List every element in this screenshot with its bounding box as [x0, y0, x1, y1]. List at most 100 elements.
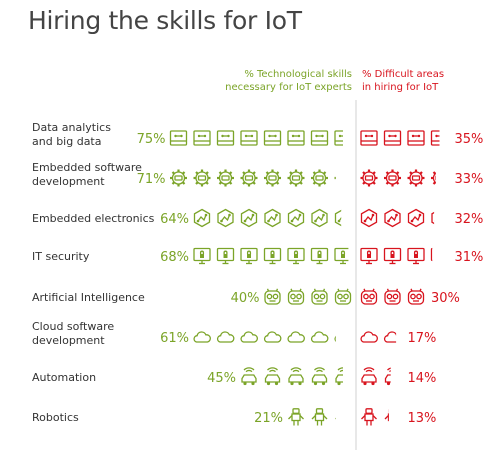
difficult-value: 32%	[455, 212, 484, 227]
row-4-necessary-icon-1	[287, 288, 305, 305]
row-3: IT security 68% 31%	[32, 247, 484, 265]
row-3-necessary-icon-1	[216, 247, 235, 265]
row-2-necessary-icon-0	[193, 208, 211, 228]
row-1-difficult-icon-3	[431, 171, 436, 185]
row-2-necessary-icon-1	[217, 208, 234, 228]
row-0-necessary-icon-7	[334, 130, 343, 146]
row-3-necessary-icon-6	[334, 247, 349, 265]
row-5-necessary-icon-6	[334, 336, 336, 342]
row-0-necessary-icon-3	[240, 130, 258, 146]
row-1-necessary-icon-5	[287, 169, 305, 187]
difficult-value: 13%	[408, 411, 437, 426]
page-title: Hiring the skills for IoT	[28, 6, 302, 35]
row-0: Data analytics and big data 75% 35%	[32, 121, 483, 148]
row-1-necessary-icon-2	[217, 169, 234, 187]
row-2-necessary-icon-6	[334, 209, 342, 227]
row-0-necessary-icon-6	[310, 130, 329, 146]
row-1-necessary-icon-4	[264, 169, 281, 187]
necessary-value: 61%	[160, 331, 189, 346]
row-2-difficult-icon-1	[384, 208, 401, 228]
necessary-value: 64%	[160, 212, 189, 227]
row-4: Artificial Intelligence 40% 30%	[32, 288, 460, 306]
row-3-necessary-icon-2	[240, 247, 258, 265]
row-7-necessary-icon-2	[335, 417, 336, 420]
row-1-necessary-icon-1	[193, 169, 211, 187]
row-7-difficult-icon-1	[384, 409, 389, 422]
row-6-necessary-icon-2	[288, 367, 304, 386]
row-7-necessary-icon-1	[311, 408, 328, 426]
legend-necessary-line-1: % Technological skills	[244, 69, 352, 80]
row-2-difficult-icon-0	[360, 208, 378, 228]
chart-rows: Data analytics and big data 75% 35% Embedded…	[32, 121, 483, 426]
row-1-difficult-icon-0	[360, 169, 378, 187]
row-3-necessary-icon-3	[263, 247, 282, 265]
row-4-necessary-icon-2	[311, 288, 328, 305]
row-0-difficult-icon-1	[383, 130, 402, 146]
necessary-value: 40%	[231, 291, 260, 306]
row-5-difficult-icon-1	[383, 331, 397, 343]
row-5-difficult-icon-0	[360, 331, 378, 343]
category-label: Cloud software development	[32, 320, 114, 347]
necessary-value: 45%	[207, 371, 236, 386]
row-0-difficult-icon-3	[430, 130, 440, 146]
difficult-value: 35%	[455, 132, 484, 147]
row-2-necessary-icon-3	[264, 208, 281, 228]
necessary-value: 68%	[160, 250, 189, 265]
row-4-necessary-icon-0	[264, 288, 281, 305]
legend-difficult-line-2: in hiring for IoT	[362, 82, 439, 93]
row-5-necessary-icon-5	[310, 331, 329, 343]
row-3-difficult-icon-1	[383, 247, 402, 265]
category-label: IT security	[32, 250, 90, 263]
row-6-necessary-icon-0	[241, 367, 257, 386]
row-6-difficult-icon-1	[384, 367, 391, 386]
row-0-necessary-icon-2	[216, 130, 235, 146]
row-0-necessary-icon-1	[193, 130, 211, 146]
row-6: Automation 45% 14%	[32, 367, 437, 386]
legend-necessary: % Technological skills necessary for IoT…	[202, 68, 352, 94]
difficult-value: 14%	[408, 371, 437, 386]
row-6-difficult-icon-0	[361, 367, 377, 386]
row-2-difficult-icon-2	[407, 208, 425, 228]
row-6-necessary-icon-1	[264, 367, 281, 386]
row-4-necessary-icon-3	[334, 288, 352, 305]
row-1-difficult-icon-2	[407, 169, 425, 187]
row-1-difficult-icon-1	[384, 169, 401, 187]
difficult-value: 30%	[431, 291, 460, 306]
row-2: Embedded electronics 64% 32%	[32, 208, 484, 228]
necessary-value: 71%	[137, 172, 166, 187]
row-3-necessary-icon-0	[193, 247, 211, 265]
necessary-value: 21%	[254, 411, 283, 426]
row-4-difficult-icon-2	[407, 288, 425, 305]
row-5-necessary-icon-1	[216, 331, 235, 343]
row-3-difficult-icon-0	[360, 247, 378, 265]
row-7: Robotics 21% 13%	[32, 408, 437, 426]
category-label: Embedded software development	[32, 161, 142, 188]
difficult-value: 31%	[455, 250, 484, 265]
row-5-necessary-icon-3	[263, 331, 282, 343]
row-2-necessary-icon-2	[240, 208, 258, 228]
legend-difficult: % Difficult areas in hiring for IoT	[362, 68, 492, 94]
row-5-necessary-icon-2	[240, 331, 258, 343]
legend-difficult-line-1: % Difficult areas	[362, 69, 445, 80]
row-3-necessary-icon-4	[287, 247, 305, 265]
row-5: Cloud software development 61% 17%	[32, 320, 436, 347]
row-7-difficult-icon-0	[361, 408, 377, 426]
row-4-difficult-icon-1	[384, 288, 401, 305]
row-5-necessary-icon-4	[287, 331, 305, 343]
category-label: Artificial Intelligence	[32, 291, 145, 304]
row-1-necessary-icon-6	[311, 169, 328, 187]
row-3-necessary-icon-5	[310, 247, 329, 265]
category-label: Robotics	[32, 411, 79, 424]
row-2-necessary-icon-4	[287, 208, 305, 228]
row-0-necessary-icon-0	[169, 130, 188, 146]
row-5-necessary-icon-0	[193, 331, 211, 343]
row-0-necessary-icon-5	[287, 130, 305, 146]
row-1-necessary-icon-0	[170, 169, 187, 187]
legend-necessary-line-2: necessary for IoT experts	[225, 82, 352, 93]
difficult-value: 33%	[455, 172, 484, 187]
row-6-necessary-icon-4	[335, 367, 343, 386]
difficult-value: 17%	[408, 331, 437, 346]
row-7-necessary-icon-0	[288, 408, 304, 426]
row-0-difficult-icon-0	[360, 130, 378, 146]
